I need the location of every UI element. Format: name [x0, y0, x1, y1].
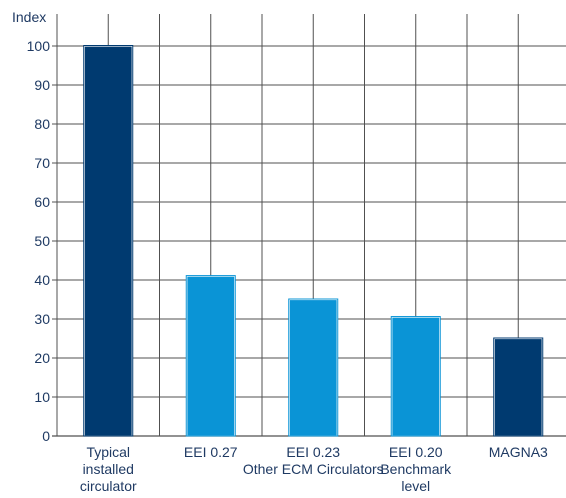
bar-outline	[390, 316, 441, 437]
bar	[83, 45, 133, 437]
x-tick-labels: Typical installed circulator EEI 0.27 EEI 0.…	[80, 444, 548, 494]
x-tick-label: MAGNA3	[489, 444, 548, 460]
y-tick-label: 80	[34, 116, 50, 132]
y-tick-label: 60	[34, 194, 50, 210]
x-tick-label: Typical installed circulator	[80, 444, 137, 494]
x-tick-label: EEI 0.23	[286, 444, 340, 460]
bar	[493, 337, 543, 437]
y-tick-label: 100	[27, 38, 51, 54]
y-tick-label: 50	[34, 233, 50, 249]
y-tick-label: 0	[42, 428, 50, 444]
bar	[288, 298, 338, 437]
x-tick-label: EEI 0.27	[184, 444, 238, 460]
category-group-label: Other ECM Circulators	[243, 461, 384, 477]
bar-outline	[288, 298, 339, 437]
y-tick-labels: 0 10 20 30 40 50 60 70 80 90 100	[27, 38, 51, 444]
y-tick-label: 40	[34, 272, 50, 288]
x-tick-label: EEI 0.20 Benchmark level	[380, 444, 452, 494]
y-tick-label: 10	[34, 389, 50, 405]
bar-outline	[83, 45, 134, 437]
y-axis-title: Index	[12, 9, 46, 25]
bar	[186, 275, 236, 437]
y-tick-label: 20	[34, 350, 50, 366]
y-tick-label: 70	[34, 155, 50, 171]
y-tick-label: 30	[34, 311, 50, 327]
bars	[83, 45, 544, 437]
bar-outline	[185, 275, 236, 437]
bar-outline	[493, 337, 544, 437]
y-tick-label: 90	[34, 77, 50, 93]
bar	[391, 316, 441, 437]
